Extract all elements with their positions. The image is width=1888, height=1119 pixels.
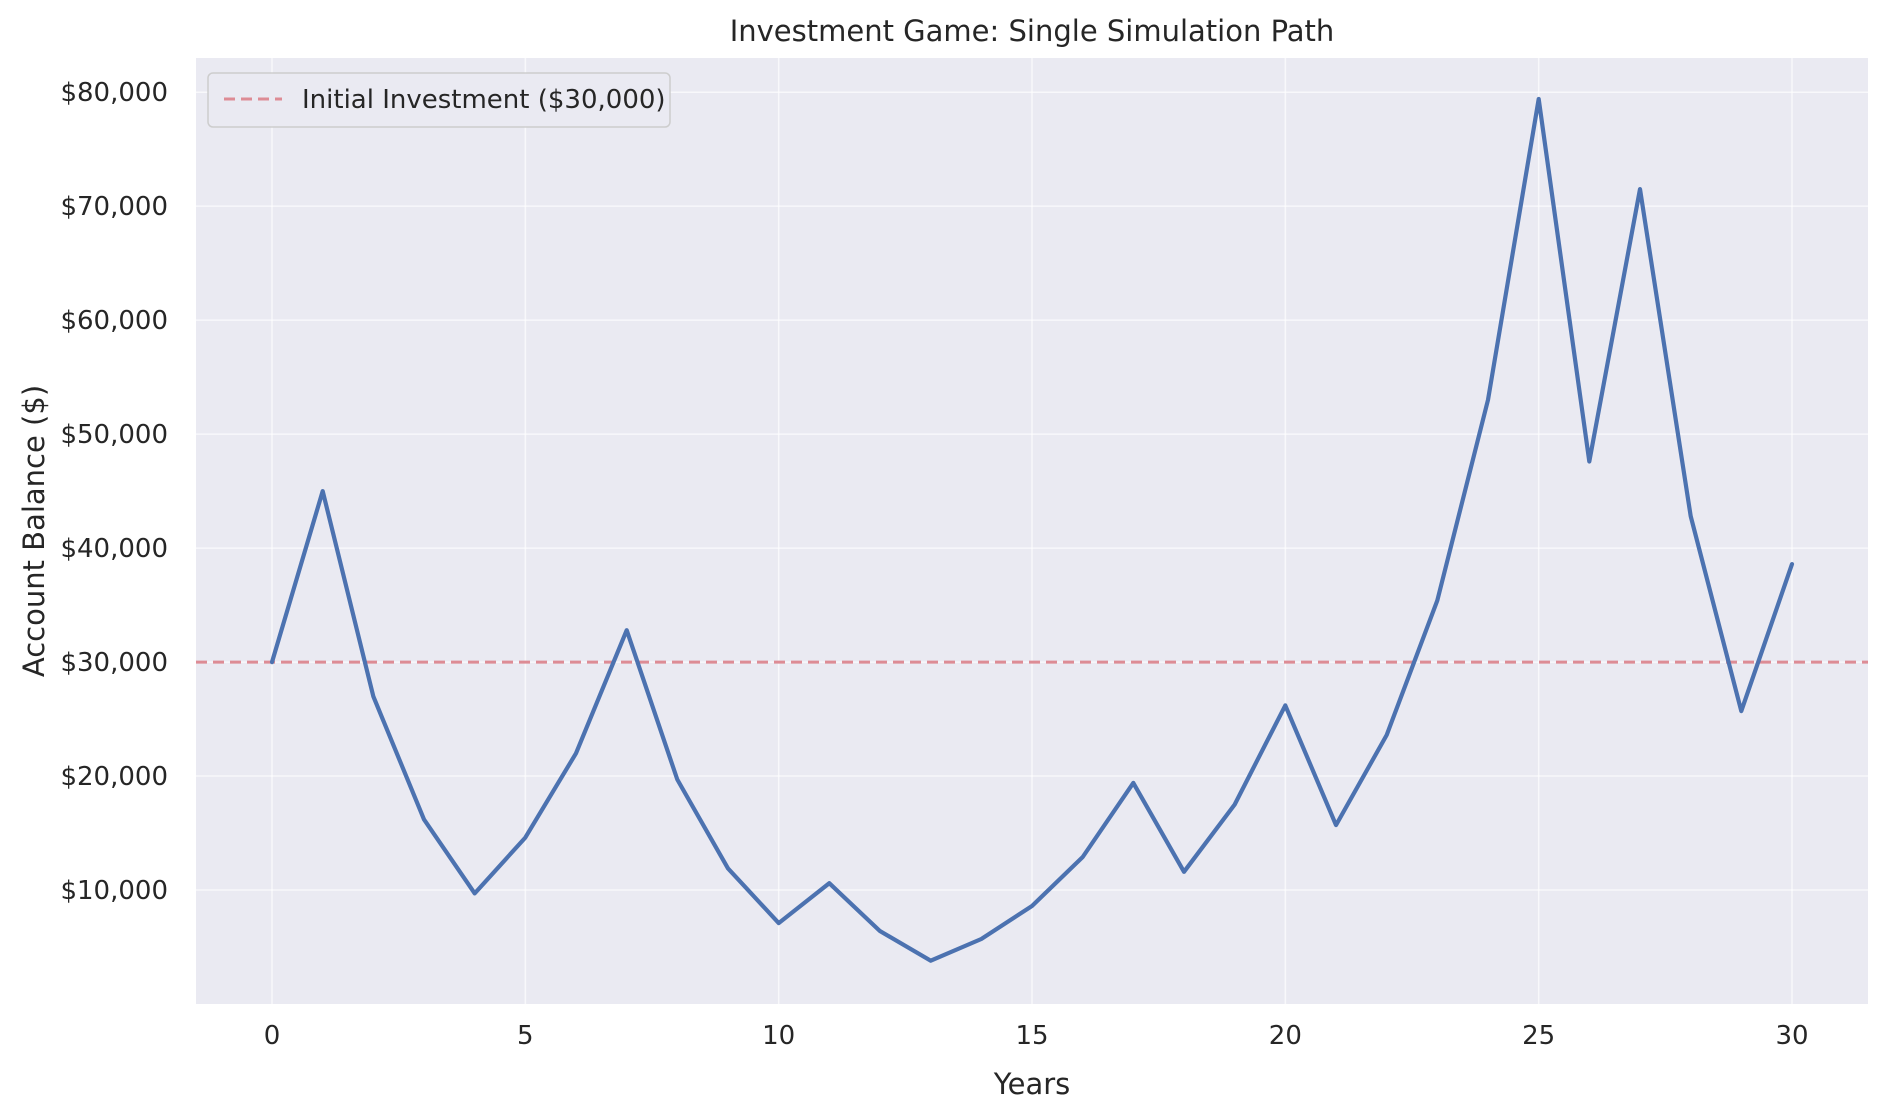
y-tick-label: $70,000 <box>60 192 168 222</box>
series-layer <box>269 96 1795 963</box>
x-tick-label: 25 <box>1522 1021 1555 1051</box>
x-tick-label: 30 <box>1775 1021 1808 1051</box>
x-tick-label: 5 <box>517 1021 534 1051</box>
y-tick-label: $50,000 <box>60 420 168 450</box>
x-tick-label: 15 <box>1015 1021 1048 1051</box>
x-tick-label: 0 <box>264 1021 281 1051</box>
y-tick-label: $20,000 <box>60 762 168 792</box>
y-tick-label: $10,000 <box>60 876 168 906</box>
x-tick-label: 20 <box>1269 1021 1302 1051</box>
y-tick-label: $60,000 <box>60 306 168 336</box>
y-tick-label: $40,000 <box>60 534 168 564</box>
y-axis-title: Account Balance ($) <box>17 385 51 677</box>
x-tick-label: 10 <box>762 1021 795 1051</box>
legend: Initial Investment ($30,000) <box>207 72 671 128</box>
y-tick-label: $30,000 <box>60 648 168 678</box>
x-axis-title: Years <box>993 1067 1071 1101</box>
y-tick-label: $80,000 <box>60 78 168 108</box>
chart-title: Investment Game: Single Simulation Path <box>730 14 1335 48</box>
legend-label-initial-investment: Initial Investment ($30,000) <box>302 85 666 115</box>
account-balance-line <box>269 96 1795 963</box>
legend-box <box>207 72 671 128</box>
tick-labels: 0 5 10 15 20 25 30 $10,000 $20,000 $30,000 $40,000… <box>60 78 1808 1051</box>
